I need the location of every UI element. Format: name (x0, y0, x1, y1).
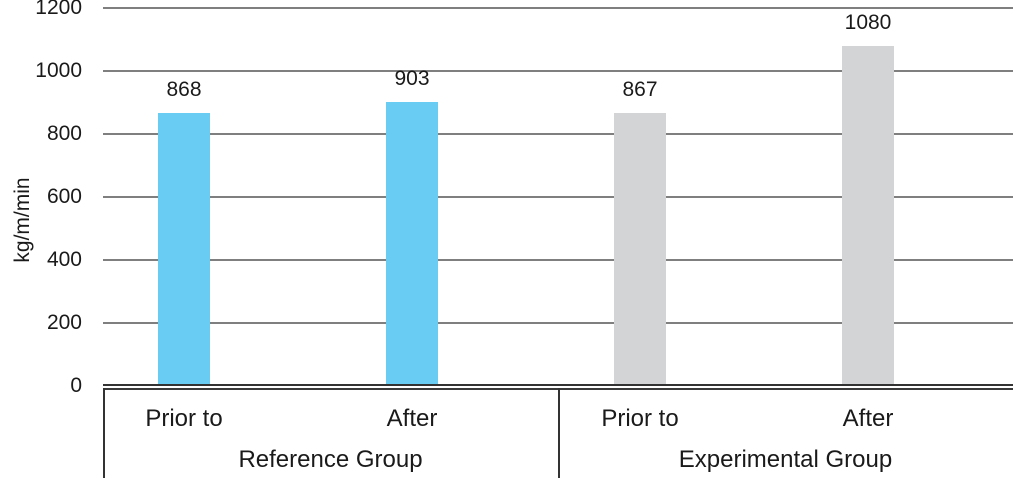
bar-value-label: 903 (394, 66, 430, 90)
y-axis-tick-label: 200 (46, 311, 82, 334)
y-axis-tick-label: 800 (46, 122, 82, 145)
category-axis-divider (558, 388, 560, 478)
gridline-1000 (103, 70, 1013, 72)
gridline-400 (103, 259, 1013, 261)
x-category-label: Prior to (145, 405, 223, 432)
y-axis-tick-label: 1000 (35, 59, 82, 82)
y-axis-tick-label: 1200 (35, 0, 82, 19)
gridline-1200 (103, 7, 1013, 9)
x-axis-line (103, 384, 1013, 386)
bar-experimental-group-after (842, 45, 894, 386)
x-category-label: Prior to (601, 405, 679, 432)
gridline-200 (103, 322, 1013, 324)
bar-value-label: 868 (166, 77, 202, 101)
bar-value-label: 1080 (844, 10, 892, 34)
gridline-800 (103, 133, 1013, 135)
y-axis-tick-label: 600 (46, 185, 82, 208)
y-axis-tick-label: 400 (46, 248, 82, 271)
bar-value-label: 867 (622, 77, 658, 101)
plot-area: 868 903 867 1080 (103, 7, 1013, 386)
x-category-label: After (842, 405, 894, 432)
category-axis-left-border (103, 388, 105, 478)
y-axis-tick-label: 0 (70, 374, 82, 397)
bar-reference-group-after (386, 101, 438, 386)
x-group-label: Reference Group (238, 446, 423, 473)
x-category-label: After (386, 405, 438, 432)
x-group-label: Experimental Group (678, 446, 893, 473)
bar-reference-group-prior-to (158, 112, 210, 386)
bar-experimental-group-prior-to (614, 112, 666, 386)
y-axis-title: kg/m/min (11, 177, 34, 263)
gridline-600 (103, 196, 1013, 198)
